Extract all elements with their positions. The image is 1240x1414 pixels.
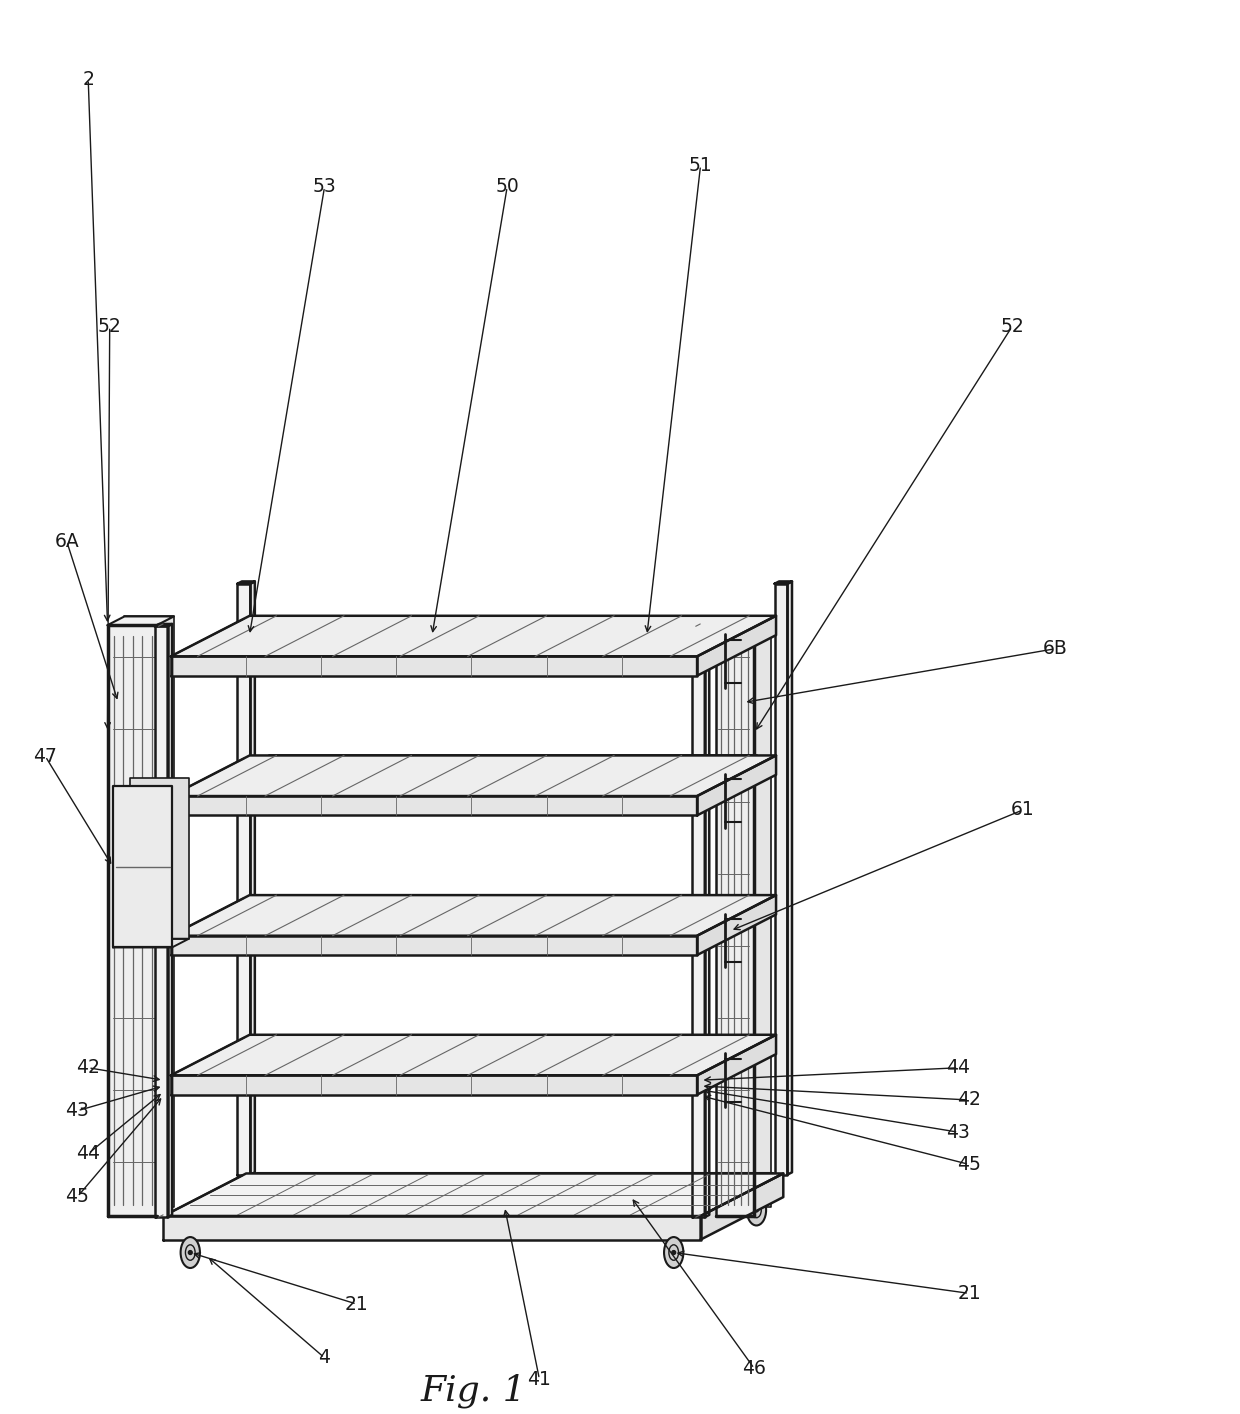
Circle shape [272, 1208, 275, 1212]
Text: 43: 43 [66, 1102, 89, 1120]
Polygon shape [171, 755, 776, 796]
Polygon shape [155, 626, 167, 1217]
Text: 46: 46 [743, 1359, 766, 1379]
Text: 2: 2 [82, 69, 94, 89]
Polygon shape [692, 624, 709, 626]
Text: 52: 52 [98, 317, 122, 337]
Polygon shape [697, 1035, 776, 1094]
Polygon shape [715, 625, 754, 1216]
Polygon shape [130, 778, 188, 939]
Text: Fig. 1: Fig. 1 [420, 1373, 526, 1407]
Polygon shape [237, 581, 255, 584]
Polygon shape [171, 936, 697, 954]
Polygon shape [171, 796, 697, 816]
Text: 42: 42 [957, 1090, 981, 1110]
Polygon shape [715, 617, 771, 625]
Polygon shape [155, 624, 172, 626]
Polygon shape [704, 624, 709, 1217]
Polygon shape [171, 615, 776, 656]
Polygon shape [171, 1076, 697, 1094]
Circle shape [672, 1250, 676, 1254]
Ellipse shape [263, 1195, 283, 1226]
Text: 50: 50 [495, 177, 520, 197]
Polygon shape [697, 755, 776, 816]
Text: 45: 45 [957, 1155, 981, 1174]
Text: 43: 43 [946, 1123, 971, 1141]
Polygon shape [167, 624, 172, 1217]
Polygon shape [775, 581, 792, 584]
Polygon shape [692, 626, 704, 1217]
Polygon shape [171, 895, 776, 936]
Polygon shape [171, 1035, 776, 1076]
Polygon shape [164, 1174, 784, 1216]
Text: 52: 52 [1001, 317, 1024, 337]
Polygon shape [733, 617, 771, 1208]
Polygon shape [124, 617, 174, 1208]
Ellipse shape [665, 1237, 683, 1268]
Polygon shape [775, 584, 787, 1175]
Polygon shape [164, 1216, 701, 1240]
Text: 21: 21 [957, 1284, 981, 1302]
Polygon shape [108, 625, 157, 1216]
Polygon shape [697, 895, 776, 954]
Text: 41: 41 [527, 1370, 552, 1389]
Polygon shape [113, 939, 188, 947]
Text: 6B: 6B [1043, 639, 1068, 659]
Text: 47: 47 [33, 747, 57, 766]
Text: 53: 53 [312, 177, 336, 197]
Polygon shape [701, 1174, 784, 1240]
Text: 6A: 6A [55, 532, 79, 551]
Circle shape [188, 1250, 192, 1254]
Polygon shape [171, 656, 697, 676]
Text: 4: 4 [319, 1349, 331, 1367]
Polygon shape [787, 581, 792, 1175]
Text: 44: 44 [76, 1144, 100, 1164]
Circle shape [754, 1208, 759, 1212]
Text: 51: 51 [688, 156, 713, 175]
Text: 61: 61 [1011, 800, 1034, 819]
Polygon shape [697, 615, 776, 676]
Text: 42: 42 [77, 1058, 100, 1077]
Polygon shape [237, 584, 250, 1175]
Text: 44: 44 [946, 1058, 971, 1077]
Ellipse shape [746, 1195, 766, 1226]
Text: 21: 21 [345, 1295, 368, 1314]
Polygon shape [250, 581, 255, 1175]
Polygon shape [113, 786, 172, 947]
Ellipse shape [181, 1237, 200, 1268]
Text: 45: 45 [66, 1188, 89, 1206]
Polygon shape [108, 617, 174, 625]
